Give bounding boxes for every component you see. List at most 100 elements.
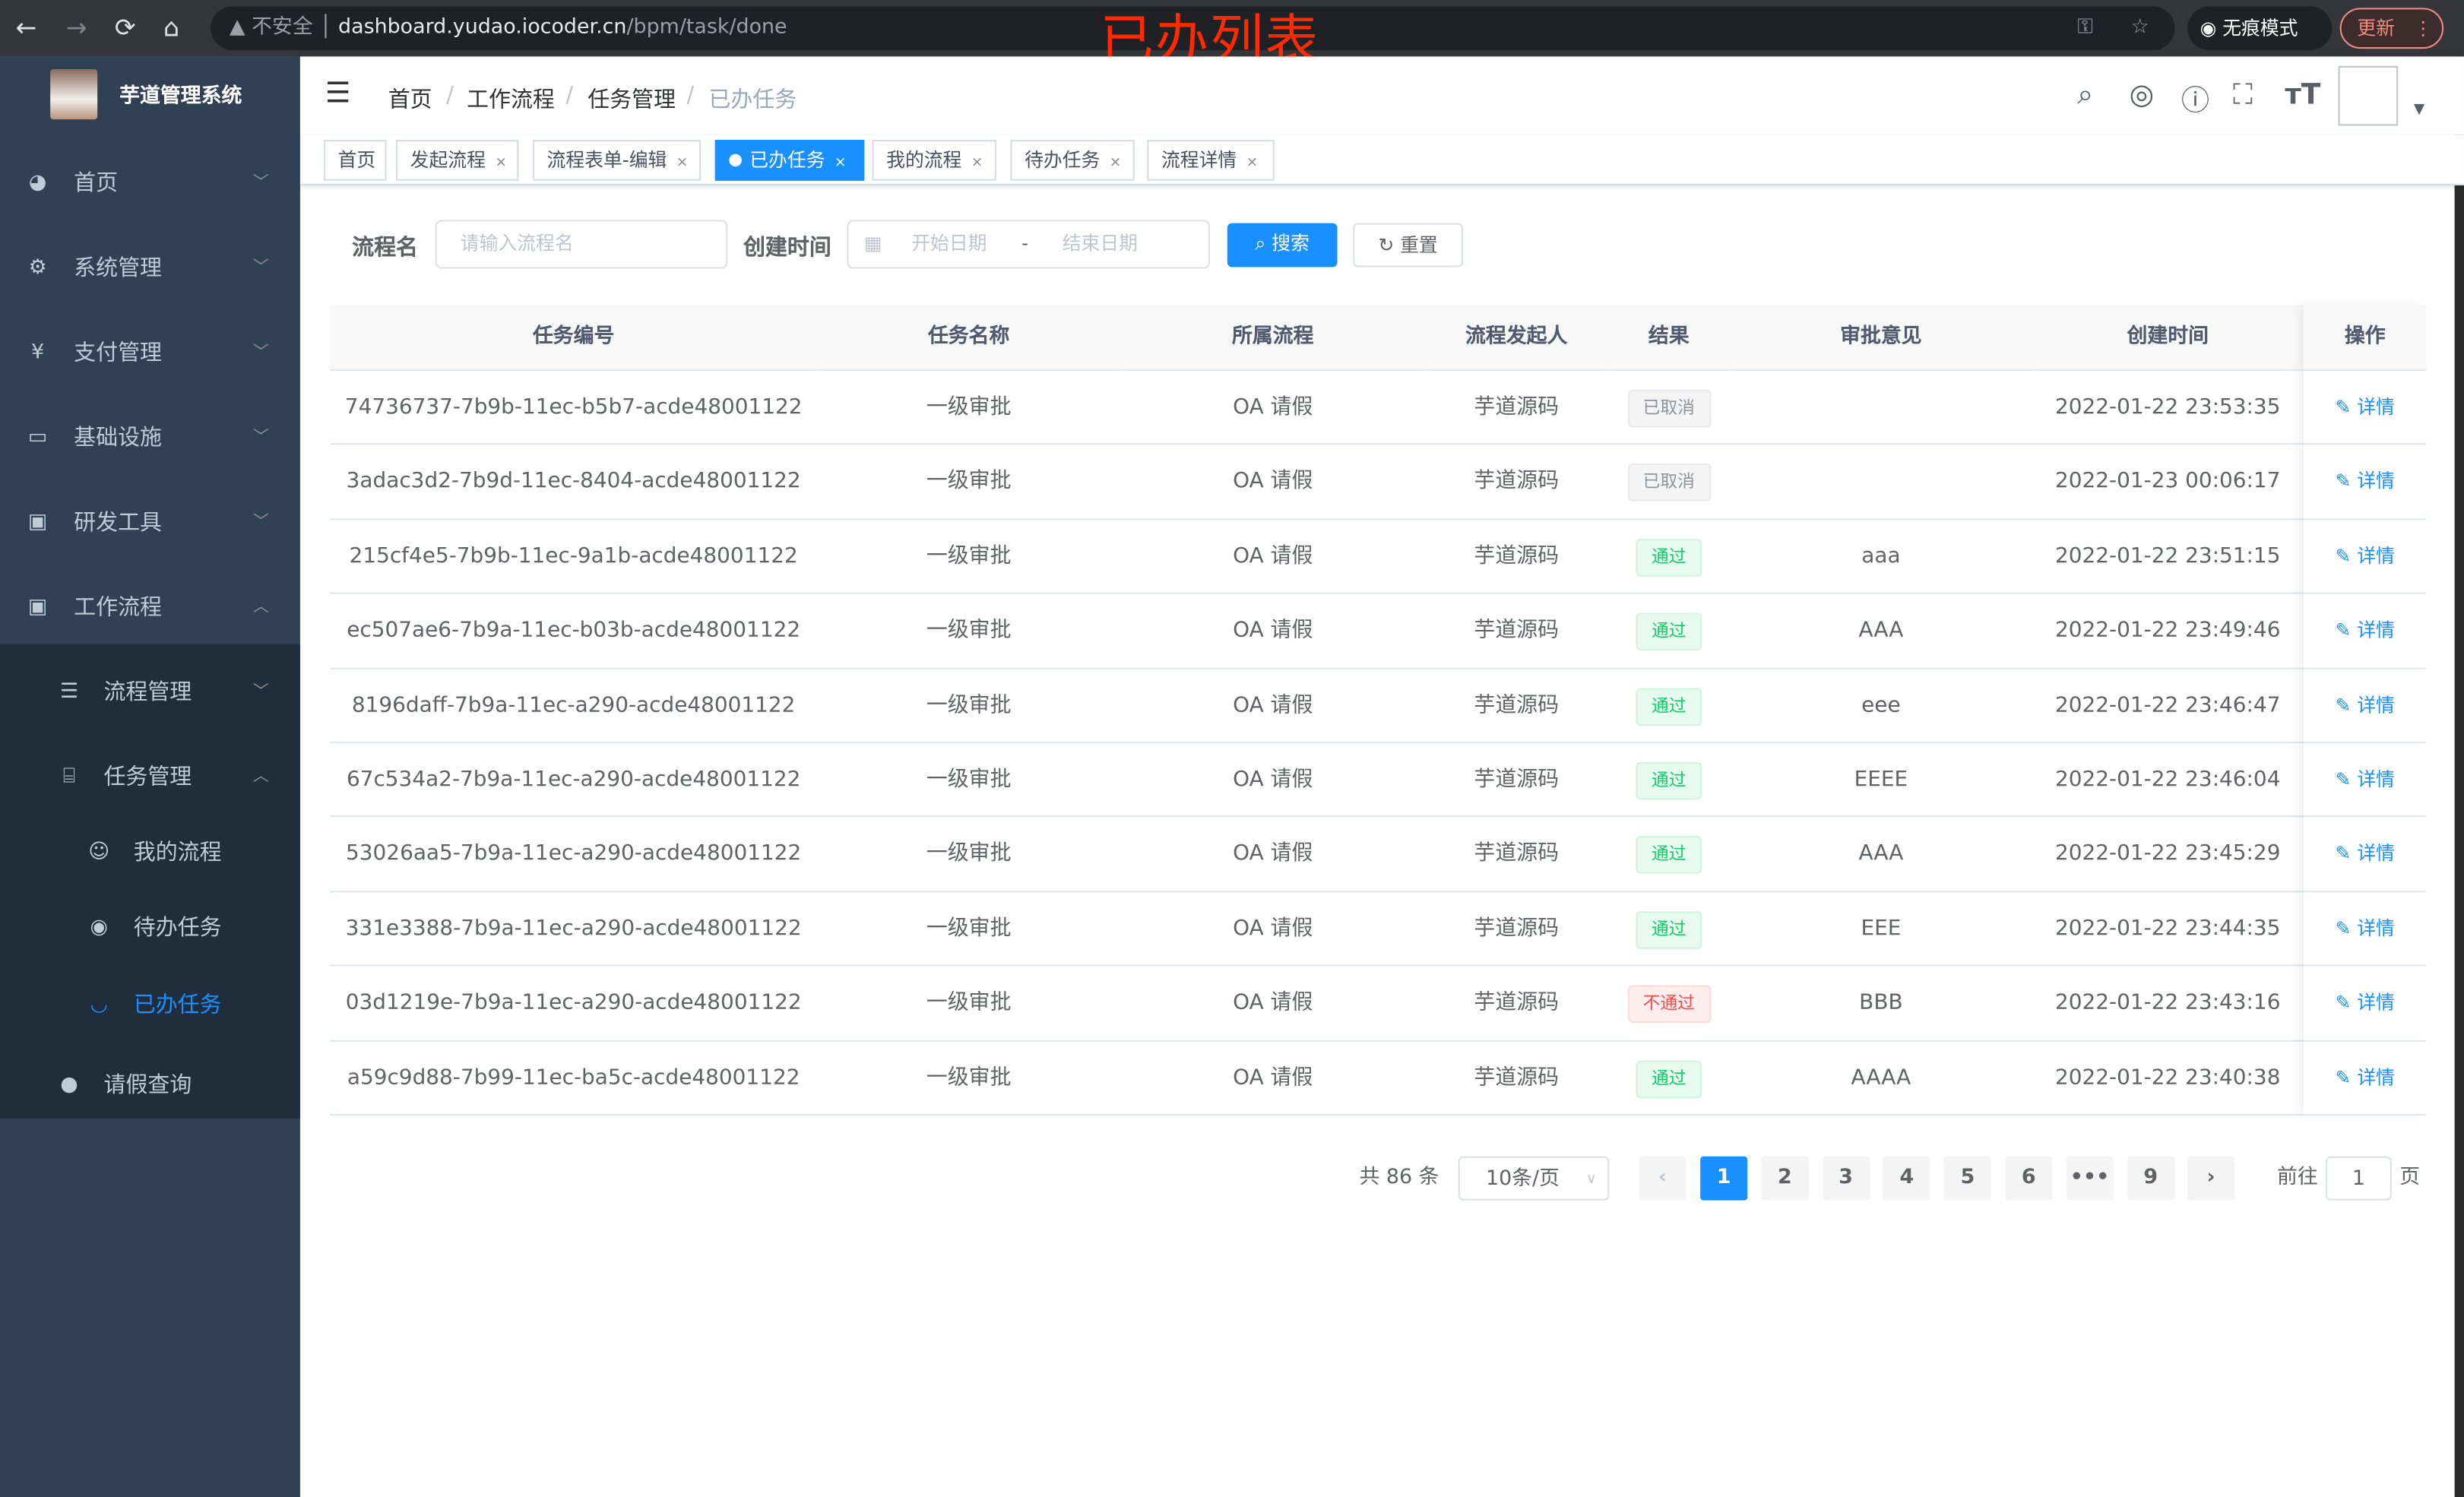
detail-button[interactable]: ✎ 详情 <box>2336 843 2395 865</box>
tab-tag[interactable]: 流程表单-编辑 × <box>532 140 702 181</box>
sidebar-item-dev-tools[interactable]: ▣ 研发工具 ﹀ <box>0 481 300 566</box>
yen-icon: ¥ <box>31 340 45 365</box>
page-button[interactable]: 3 <box>1822 1156 1870 1201</box>
detail-button[interactable]: ✎ 详情 <box>2336 917 2395 939</box>
table-row: ec507ae6-7b9a-11ec-b03b-acde48001122 一级审批… <box>330 594 2427 669</box>
id-text: 67c534a2-7b9a-11ec-a290-acde48001122 <box>346 766 801 793</box>
detail-button[interactable]: ✎ 详情 <box>2336 992 2395 1014</box>
home-button[interactable]: ⌂ <box>163 12 180 43</box>
tab-tag[interactable]: 已办任务 × <box>714 140 865 181</box>
detail-label: 详情 <box>2357 396 2395 418</box>
reload-button[interactable]: ⟳ <box>114 12 136 43</box>
tab-tag[interactable]: 发起流程 × <box>396 140 519 181</box>
sidebar-item-system[interactable]: ⚙ 系统管理 ﹀ <box>0 226 300 312</box>
update-button[interactable]: 更新 ⋮ <box>2339 8 2444 49</box>
tab-tag[interactable]: 流程详情 × <box>1147 140 1275 181</box>
cell-result: 通过 <box>1607 1041 1730 1115</box>
sidebar-item-label: 我的流程 <box>133 840 222 866</box>
breadcrumb-item[interactable]: 任务管理 <box>587 87 676 113</box>
detail-button[interactable]: ✎ 详情 <box>2336 396 2395 418</box>
search-icon[interactable]: ⌕ <box>2077 78 2094 112</box>
starter-text: 芋道源码 <box>1474 617 1560 644</box>
scrollbar[interactable] <box>2454 56 2464 1497</box>
sidebar-item-my-process[interactable]: ☺ 我的流程 <box>0 815 300 891</box>
cell-time: 2022-01-22 23:46:47 <box>2032 669 2304 742</box>
sidebar-item-label: 请假查询 <box>103 1073 192 1099</box>
page-button[interactable]: 1 <box>1700 1156 1748 1201</box>
breadcrumb-item[interactable]: 工作流程 <box>467 87 555 113</box>
sidebar-item-infra[interactable]: ▭ 基础设施 ﹀ <box>0 396 300 481</box>
table-row: 03d1219e-7b9a-11ec-a290-acde48001122 一级审批… <box>330 967 2427 1041</box>
tab-tag[interactable]: 首页 <box>323 140 387 181</box>
reset-button[interactable]: ↻ 重置 <box>1353 223 1463 267</box>
starter-text: 芋道源码 <box>1474 766 1560 793</box>
fullscreen-icon[interactable]: ⛶ <box>2233 78 2253 112</box>
sidebar-item-todo-task[interactable]: ◉ 待办任务 <box>0 891 300 966</box>
detail-button[interactable]: ✎ 详情 <box>2336 1066 2395 1088</box>
sidebar-item-workflow[interactable]: ▣ 工作流程 ︿ <box>0 565 300 650</box>
breadcrumb-item[interactable]: 首页 <box>388 87 432 113</box>
search-button[interactable]: ⌕ 搜索 <box>1227 223 1338 267</box>
starter-text: 芋道源码 <box>1474 989 1560 1016</box>
sidebar-item-home[interactable]: ◕ 首页 ﹀ <box>0 141 300 226</box>
close-icon[interactable]: × <box>1246 155 1259 172</box>
close-icon[interactable]: × <box>1109 155 1122 172</box>
sidebar-item-done-task[interactable]: ◡ 已办任务 <box>0 968 300 1043</box>
tab-tag[interactable]: 我的流程 × <box>872 140 996 181</box>
page-button[interactable]: 5 <box>1944 1156 1992 1201</box>
prev-page-button[interactable]: ‹ <box>1639 1156 1686 1201</box>
incognito-badge[interactable]: ◉ 无痕模式 <box>2187 6 2333 51</box>
close-icon[interactable]: × <box>495 155 507 172</box>
logo <box>50 68 98 120</box>
status-badge: 通过 <box>1636 612 1702 651</box>
font-size-icon[interactable]: тT <box>2285 78 2321 112</box>
id-text: 03d1219e-7b9a-11ec-a290-acde48001122 <box>345 989 802 1016</box>
next-page-button[interactable]: › <box>2187 1156 2235 1201</box>
close-icon[interactable]: × <box>834 155 847 172</box>
tab-tag[interactable]: 待办任务 × <box>1010 140 1135 181</box>
more-pages-button[interactable]: ••• <box>2066 1156 2114 1201</box>
end-date-input[interactable]: 结束日期 <box>1062 233 1138 255</box>
cell-id: 03d1219e-7b9a-11ec-a290-acde48001122 <box>330 967 817 1040</box>
start-date-input[interactable]: 开始日期 <box>911 233 987 255</box>
sidebar-item-leave-query[interactable]: ● 请假查询 <box>0 1043 300 1128</box>
detail-label: 详情 <box>2357 1066 2395 1089</box>
avatar[interactable] <box>2338 65 2399 126</box>
detail-button[interactable]: ✎ 详情 <box>2336 470 2395 492</box>
forward-button[interactable]: → <box>65 12 87 43</box>
help-icon[interactable]: ⓘ <box>2181 84 2210 119</box>
page-button[interactable]: 4 <box>1883 1156 1930 1201</box>
close-icon[interactable]: × <box>971 155 983 172</box>
name-text: 一级审批 <box>926 543 1012 569</box>
id-text: 3adac3d2-7b9d-11ec-8404-acde48001122 <box>346 468 801 495</box>
detail-button[interactable]: ✎ 详情 <box>2336 768 2395 790</box>
page-button[interactable]: 6 <box>2005 1156 2053 1201</box>
sidebar-item-label: 工作流程 <box>74 595 162 621</box>
sidebar-item-process-manage[interactable]: ☰ 流程管理 ﹀ <box>0 650 300 736</box>
address-bar[interactable]: ▲ 不安全 │ dashboard.yudao.iocoder.cn/bpm/t… <box>211 6 2175 51</box>
sidebar-item-task-manage[interactable]: ⌸ 任务管理 ︿ <box>0 736 300 821</box>
chevron-down-icon: ﹀ <box>252 683 269 701</box>
page-button[interactable]: 9 <box>2127 1156 2174 1201</box>
goto-page-input[interactable]: 1 <box>2326 1156 2392 1201</box>
hamburger-icon[interactable]: ☰ <box>325 77 351 110</box>
close-icon[interactable]: × <box>676 155 689 172</box>
page-button[interactable]: 2 <box>1761 1156 1809 1201</box>
detail-button[interactable]: ✎ 详情 <box>2336 545 2395 567</box>
process-name-input[interactable]: 请输入流程名 <box>435 220 728 269</box>
back-button[interactable]: ← <box>15 12 37 43</box>
caret-down-icon[interactable]: ▼ <box>2413 102 2425 119</box>
key-icon[interactable]: ⚿ <box>2077 15 2093 40</box>
star-icon[interactable]: ☆ <box>2130 15 2149 40</box>
sidebar-item-pay[interactable]: ¥ 支付管理 ﹀ <box>0 311 300 396</box>
chevron-down-icon: ﹀ <box>252 343 269 362</box>
date-range-picker[interactable]: ▦ 开始日期 - 结束日期 <box>847 220 1211 269</box>
detail-label: 详情 <box>2357 992 2395 1014</box>
github-icon[interactable]: ◎ <box>2129 78 2155 112</box>
id-text: ec507ae6-7b9a-11ec-b03b-acde48001122 <box>347 617 801 644</box>
page-suffix: 页 <box>2399 1166 2421 1190</box>
detail-button[interactable]: ✎ 详情 <box>2336 694 2395 716</box>
eye-closed-icon: ◡ <box>90 992 108 1017</box>
page-size-select[interactable]: 10条/页 ∨ <box>1458 1156 1610 1201</box>
detail-button[interactable]: ✎ 详情 <box>2336 619 2395 641</box>
